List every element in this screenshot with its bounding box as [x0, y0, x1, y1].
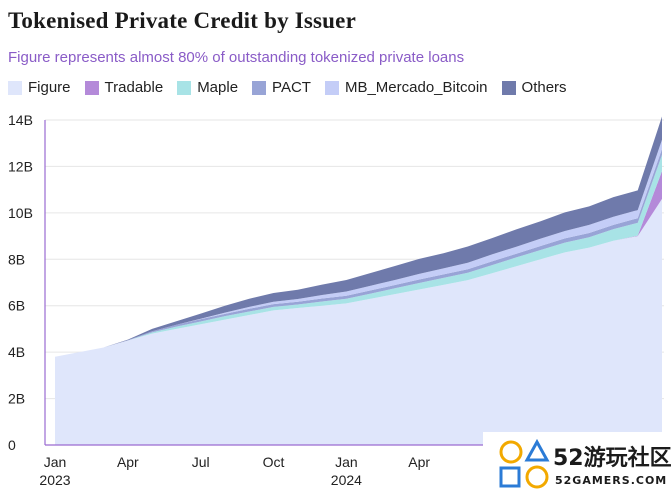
x-tick-label: Jan [44, 454, 67, 470]
chart-title: Tokenised Private Credit by Issuer [8, 8, 356, 33]
y-tick-label: 6B [8, 298, 25, 314]
y-tick-label: 8B [8, 251, 25, 267]
legend-swatch [84, 80, 99, 95]
legend-label: Others [521, 79, 567, 96]
legend-item: Others [501, 79, 567, 96]
legend-item: Figure [8, 79, 71, 96]
chart-subtitle: Figure represents almost 80% of outstand… [8, 49, 465, 66]
watermark-text: 52游玩社区 [553, 446, 672, 471]
watermark-logo: 52游玩社区 52GAMERS.COM [483, 432, 672, 501]
y-tick-label: 14B [8, 112, 33, 128]
x-tick-label: Oct [263, 454, 285, 470]
legend-item: Maple [177, 79, 238, 96]
legend-label: MB_Mercado_Bitcoin [344, 79, 488, 96]
x-tick-label: Apr [117, 454, 139, 470]
y-tick-label: 0 [8, 437, 16, 453]
legend-label: PACT [272, 79, 311, 96]
legend-label: Figure [28, 79, 71, 96]
y-tick-label: 12B [8, 158, 33, 174]
legend-label: Maple [197, 79, 239, 96]
x-tick-label: Jan [335, 454, 358, 470]
legend-item: PACT [252, 79, 311, 96]
watermark-subtext: 52GAMERS.COM [555, 474, 668, 487]
area-series-figure [55, 198, 662, 445]
x-tick-year-label: 2024 [331, 472, 362, 488]
legend-label: Tradable [104, 79, 164, 96]
legend-swatch [501, 80, 516, 95]
legend-swatch [252, 80, 267, 95]
x-tick-label: Apr [408, 454, 430, 470]
area-series-others [55, 116, 662, 357]
watermark-shapes-icon [499, 438, 550, 489]
y-tick-label: 4B [8, 344, 25, 360]
y-tick-label: 10B [8, 205, 33, 221]
legend: Figure Tradable Maple PACT MB_Mercado_Bitcoi… [8, 79, 567, 96]
legend-item: MB_Mercado_Bitcoin [324, 79, 488, 96]
area-series-maple [55, 154, 662, 357]
x-tick-year-label: 2023 [39, 472, 70, 488]
y-tick-label: 2B [8, 391, 25, 407]
x-tick-label: Jul [192, 454, 210, 470]
legend-swatch [324, 80, 339, 95]
legend-item: Tradable [84, 79, 164, 96]
legend-swatch [177, 80, 192, 95]
legend-swatch [8, 80, 22, 95]
